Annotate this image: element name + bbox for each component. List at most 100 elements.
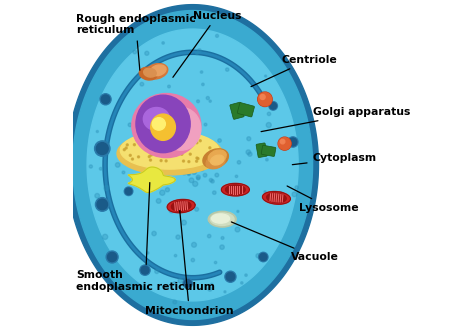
Ellipse shape [208, 211, 236, 227]
Circle shape [124, 187, 133, 196]
Circle shape [131, 158, 134, 160]
Circle shape [196, 157, 198, 159]
Circle shape [236, 192, 240, 196]
Circle shape [183, 164, 186, 167]
Circle shape [226, 273, 235, 281]
Text: Golgi apparatus: Golgi apparatus [261, 108, 410, 132]
Circle shape [166, 142, 168, 144]
Circle shape [168, 85, 170, 88]
Circle shape [141, 266, 149, 274]
Circle shape [123, 149, 125, 151]
Circle shape [265, 158, 268, 161]
Circle shape [182, 139, 183, 141]
Circle shape [196, 142, 198, 144]
Polygon shape [87, 29, 298, 301]
Polygon shape [172, 201, 191, 211]
Circle shape [181, 153, 183, 155]
Circle shape [165, 188, 170, 192]
Circle shape [173, 150, 177, 154]
Circle shape [182, 141, 184, 143]
Circle shape [174, 254, 177, 257]
Circle shape [149, 145, 151, 147]
Circle shape [187, 157, 189, 159]
Circle shape [201, 155, 204, 158]
Circle shape [216, 34, 219, 37]
Circle shape [280, 139, 285, 144]
Circle shape [201, 71, 203, 73]
Circle shape [125, 147, 127, 149]
Circle shape [198, 49, 201, 52]
Circle shape [208, 156, 210, 158]
Ellipse shape [120, 131, 219, 169]
Circle shape [146, 252, 149, 254]
Circle shape [288, 137, 298, 147]
Text: Cytoplasm: Cytoplasm [292, 153, 377, 165]
Circle shape [260, 253, 267, 261]
Circle shape [237, 161, 241, 164]
Circle shape [191, 242, 196, 247]
Circle shape [193, 170, 195, 172]
Circle shape [209, 219, 213, 223]
Ellipse shape [151, 114, 175, 140]
Circle shape [204, 123, 207, 126]
Circle shape [278, 137, 291, 150]
Circle shape [184, 280, 191, 287]
FancyBboxPatch shape [237, 103, 255, 117]
Ellipse shape [206, 155, 225, 169]
Circle shape [176, 162, 179, 165]
Circle shape [193, 159, 196, 162]
Circle shape [186, 140, 188, 142]
Circle shape [196, 175, 201, 179]
Circle shape [178, 279, 182, 283]
Circle shape [211, 180, 214, 183]
Circle shape [199, 140, 201, 142]
Circle shape [173, 281, 176, 284]
Circle shape [295, 186, 298, 189]
Circle shape [160, 190, 165, 195]
Circle shape [97, 199, 108, 210]
Circle shape [224, 291, 226, 293]
Circle shape [241, 282, 243, 284]
Circle shape [193, 165, 197, 168]
Circle shape [144, 149, 146, 151]
FancyBboxPatch shape [230, 102, 244, 119]
Circle shape [168, 207, 172, 211]
Circle shape [270, 103, 276, 109]
Circle shape [212, 191, 216, 194]
Text: Lysosome: Lysosome [287, 186, 359, 213]
Circle shape [208, 234, 211, 238]
Circle shape [182, 160, 184, 162]
Circle shape [133, 144, 136, 146]
Ellipse shape [210, 155, 224, 165]
Circle shape [201, 83, 204, 86]
Text: Centriole: Centriole [251, 55, 337, 86]
Circle shape [187, 172, 191, 176]
Circle shape [197, 158, 199, 160]
Ellipse shape [139, 67, 157, 80]
Ellipse shape [210, 213, 234, 225]
Circle shape [258, 92, 272, 107]
Circle shape [165, 160, 167, 162]
Ellipse shape [162, 108, 201, 150]
Circle shape [195, 207, 199, 211]
Circle shape [160, 151, 163, 153]
Circle shape [186, 166, 191, 171]
Circle shape [128, 123, 132, 127]
Circle shape [104, 185, 109, 191]
Circle shape [189, 153, 191, 155]
Ellipse shape [117, 132, 222, 175]
Polygon shape [267, 193, 286, 203]
Circle shape [185, 164, 191, 169]
Text: Smooth
endoplasmic reticulum: Smooth endoplasmic reticulum [76, 182, 215, 292]
Ellipse shape [132, 93, 201, 158]
Circle shape [209, 147, 211, 149]
Ellipse shape [150, 65, 166, 76]
Circle shape [179, 150, 181, 152]
Circle shape [158, 138, 161, 140]
Text: Mitochondrion: Mitochondrion [145, 211, 234, 316]
Text: Nucleus: Nucleus [173, 11, 242, 77]
Circle shape [174, 149, 176, 151]
Circle shape [240, 189, 242, 191]
Circle shape [182, 220, 186, 225]
Circle shape [159, 150, 161, 152]
